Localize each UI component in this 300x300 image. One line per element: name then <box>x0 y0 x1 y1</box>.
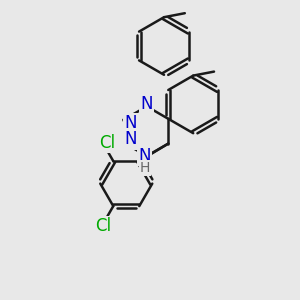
Text: N: N <box>124 130 137 148</box>
Text: N: N <box>124 114 137 132</box>
Text: Cl: Cl <box>100 134 116 152</box>
Text: N: N <box>139 147 151 165</box>
Text: N: N <box>140 95 153 113</box>
Text: Cl: Cl <box>95 217 111 235</box>
Text: H: H <box>140 161 150 175</box>
